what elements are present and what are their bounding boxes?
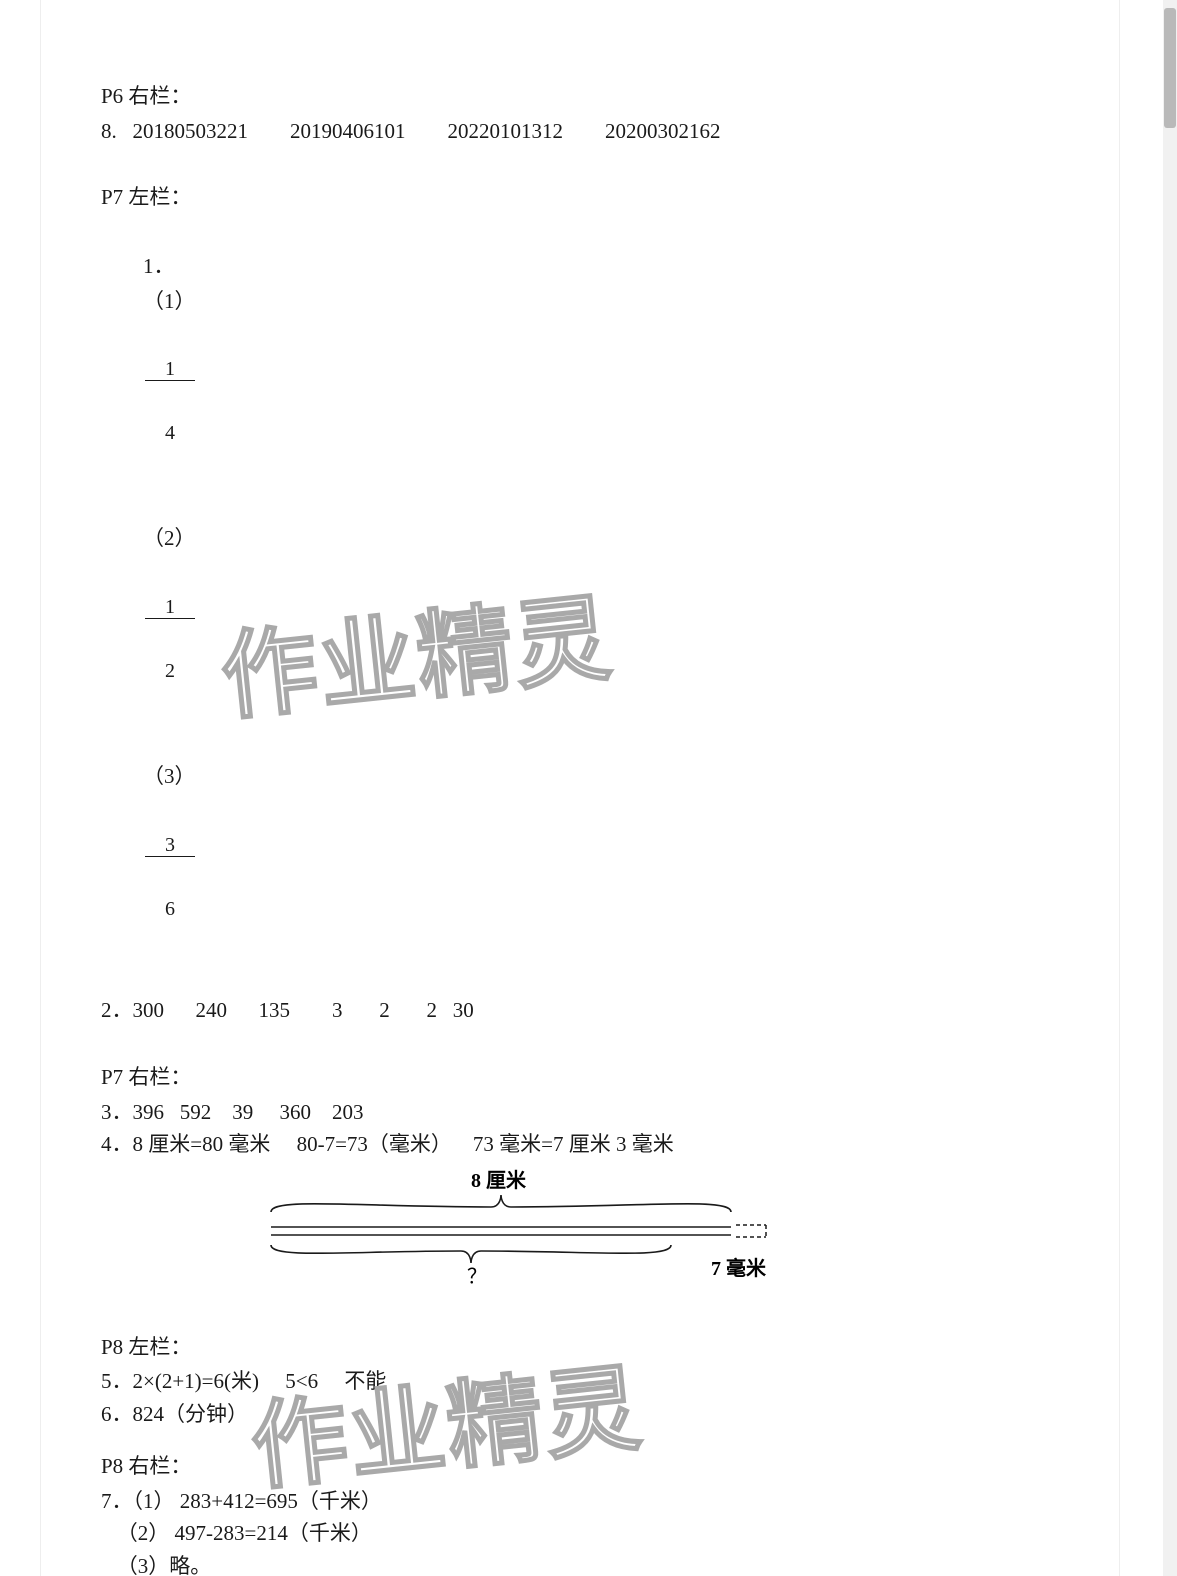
section-p8-right: P8 右栏： 7．（1） 283+412=695（千米） （2） 497-283… <box>101 1450 1059 1576</box>
p8-right-q7c: （3）略。 <box>101 1550 1059 1576</box>
section-p7-right: P7 右栏： 3．396 592 39 360 203 4．8 厘米=80 毫米… <box>101 1061 1059 1297</box>
q1-prefix: 1． <box>143 250 175 283</box>
q1-item2-label: （2） <box>143 522 196 555</box>
scrollbar-thumb[interactable] <box>1164 8 1176 128</box>
frac-num: 1 <box>145 597 195 619</box>
frac-den: 4 <box>145 423 195 444</box>
frac-num: 3 <box>145 835 195 857</box>
viewport: P6 右栏： 8. 20180503221 20190406101 202201… <box>0 0 1177 1576</box>
diagram-q-label: ？ <box>467 1266 487 1288</box>
p7-left-q1: 1． （1） 1 4 （2） 1 2 （3） 3 6 <box>101 216 1059 995</box>
frac-num: 1 <box>145 359 195 381</box>
diagram-top-label: 8 厘米 <box>471 1169 527 1192</box>
section-p6-right: P6 右栏： 8. 20180503221 20190406101 202201… <box>101 80 1059 147</box>
frac-den: 2 <box>145 661 195 682</box>
q1-frac1: 1 4 <box>143 317 197 486</box>
heading-p6-right: P6 右栏： <box>101 80 1059 113</box>
p7-right-q3: 3．396 592 39 360 203 <box>101 1096 1059 1129</box>
scrollbar-track[interactable] <box>1163 0 1177 1576</box>
p8-right-q7b: （2） 497-283=214（千米） <box>101 1517 1059 1550</box>
p7-right-q4: 4．8 厘米=80 毫米 80-7=73（毫米） 73 毫米=7 厘米 3 毫米 <box>101 1128 1059 1161</box>
section-p8-left: P8 左栏： 5．2×(2+1)=6(米) 5<6 不能 6．824（分钟） <box>101 1331 1059 1431</box>
brace-top <box>271 1195 731 1212</box>
p8-left-q5: 5．2×(2+1)=6(米) 5<6 不能 <box>101 1365 1059 1398</box>
heading-p8-left: P8 左栏： <box>101 1331 1059 1364</box>
spacer <box>143 488 173 521</box>
heading-p8-right: P8 右栏： <box>101 1450 1059 1483</box>
p6-right-line: 8. 20180503221 20190406101 20220101312 2… <box>101 115 1059 148</box>
q1-item3-label: （3） <box>143 760 196 793</box>
heading-p7-left: P7 左栏： <box>101 181 1059 214</box>
brace-bottom <box>271 1245 671 1263</box>
length-diagram: 8 厘米 ？ 7 毫米 <box>211 1167 911 1297</box>
q1-frac2: 1 2 <box>143 555 197 724</box>
p8-right-q7a: 7．（1） 283+412=695（千米） <box>101 1485 1059 1518</box>
spacer <box>143 726 203 759</box>
section-p7-left: P7 左栏： 1． （1） 1 4 （2） 1 2 （3） 3 6 <box>101 181 1059 1027</box>
p7-left-q2: 2．300 240 135 3 2 2 30 <box>101 994 1059 1027</box>
p8-left-q6: 6．824（分钟） <box>101 1398 1059 1431</box>
q1-frac3: 3 6 <box>143 793 197 962</box>
frac-den: 6 <box>145 899 195 920</box>
diagram-right-label: 7 毫米 <box>711 1256 767 1280</box>
heading-p7-right: P7 右栏： <box>101 1061 1059 1094</box>
document-page: P6 右栏： 8. 20180503221 20190406101 202201… <box>40 0 1120 1576</box>
q1-item1-label: （1） <box>143 285 196 318</box>
